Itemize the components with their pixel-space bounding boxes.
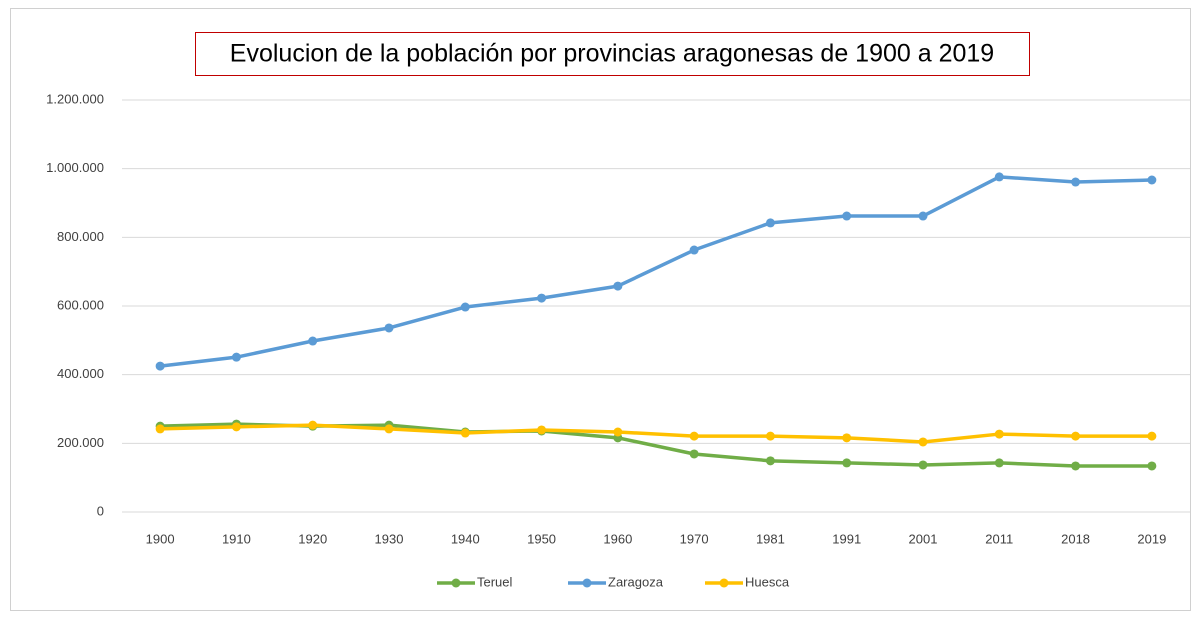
chart-border — [10, 8, 1191, 611]
y-tick-label: 0 — [97, 503, 104, 518]
data-point — [689, 431, 699, 441]
data-point — [765, 431, 775, 441]
legend-label: Huesca — [745, 574, 790, 589]
data-point — [231, 422, 241, 432]
series-line — [159, 175, 1152, 368]
x-tick-label: 2001 — [909, 531, 938, 546]
data-point — [1147, 461, 1157, 471]
data-point — [1147, 431, 1157, 441]
legend-label: Zaragoza — [608, 574, 664, 589]
y-tick-label: 1.000.000 — [46, 160, 104, 175]
chart-title: Evolucion de la población por provincias… — [230, 40, 994, 68]
data-point — [155, 424, 165, 434]
legend-marker — [451, 578, 461, 588]
data-point — [460, 302, 470, 312]
data-point — [613, 281, 623, 291]
y-tick-label: 600.000 — [57, 297, 104, 312]
x-tick-label: 1960 — [603, 531, 632, 546]
data-point — [689, 449, 699, 459]
data-point — [537, 293, 547, 303]
data-point — [537, 425, 547, 435]
x-tick-label: 2011 — [985, 531, 1013, 546]
data-point — [155, 361, 165, 371]
data-point — [384, 323, 394, 333]
x-tick-label: 2018 — [1061, 531, 1090, 546]
data-point — [308, 336, 318, 346]
x-tick-label: 1900 — [146, 531, 175, 546]
legend-marker — [719, 578, 729, 588]
x-tick-label: 1991 — [832, 531, 861, 546]
data-point — [384, 424, 394, 434]
y-tick-label: 400.000 — [57, 366, 104, 381]
title-box — [195, 32, 1030, 76]
x-tick-label: 1981 — [756, 531, 785, 546]
x-tick-label: 1940 — [451, 531, 480, 546]
legend-label: Teruel — [477, 574, 513, 589]
y-tick-label: 200.000 — [57, 435, 104, 450]
data-point — [765, 456, 775, 466]
data-point — [1071, 177, 1081, 187]
data-point — [308, 420, 318, 430]
y-tick-label: 1.200.000 — [46, 91, 104, 106]
data-point — [994, 458, 1004, 468]
data-point — [613, 427, 623, 437]
data-point — [918, 437, 928, 447]
data-point — [994, 172, 1004, 182]
x-tick-label: 1970 — [680, 531, 709, 546]
data-point — [842, 211, 852, 221]
x-tick-label: 1930 — [375, 531, 404, 546]
data-point — [918, 211, 928, 221]
x-tick-label: 1950 — [527, 531, 556, 546]
x-tick-label: 1920 — [298, 531, 327, 546]
x-tick-label: 1910 — [222, 531, 251, 546]
data-point — [1071, 431, 1081, 441]
data-point — [460, 428, 470, 438]
data-point — [1147, 175, 1157, 185]
data-point — [918, 460, 928, 470]
data-point — [842, 433, 852, 443]
data-point — [689, 245, 699, 255]
y-tick-label: 800.000 — [57, 229, 104, 244]
data-point — [231, 352, 241, 362]
legend-marker — [582, 578, 592, 588]
series-line — [160, 423, 1152, 444]
x-tick-label: 2019 — [1137, 531, 1166, 546]
data-point — [1071, 461, 1081, 471]
data-point — [765, 218, 775, 228]
data-point — [994, 429, 1004, 439]
data-point — [842, 458, 852, 468]
